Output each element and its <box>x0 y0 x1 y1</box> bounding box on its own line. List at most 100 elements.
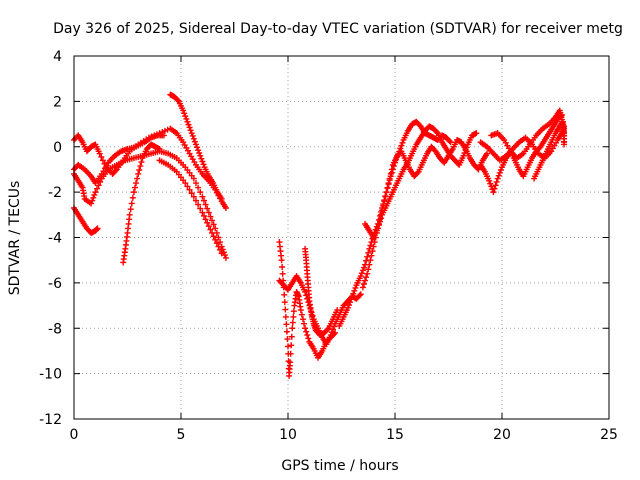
data-point <box>212 225 219 232</box>
data-point <box>202 216 209 223</box>
series-track-f <box>167 91 225 202</box>
data-point <box>365 266 372 273</box>
series-track-j <box>302 245 341 339</box>
data-point <box>366 245 373 252</box>
data-point <box>201 212 208 219</box>
data-point <box>88 200 95 207</box>
data-point <box>197 189 204 196</box>
data-points <box>71 91 568 379</box>
data-point <box>218 195 225 202</box>
data-point <box>290 313 297 320</box>
data-point <box>209 229 216 236</box>
y-tick-label: 2 <box>53 94 62 110</box>
data-point <box>488 183 495 190</box>
data-point <box>128 200 135 207</box>
data-point <box>188 130 195 137</box>
data-point <box>281 291 288 298</box>
data-point <box>199 158 206 165</box>
data-point <box>304 332 311 339</box>
data-point <box>285 343 291 350</box>
data-point <box>134 175 141 182</box>
data-point <box>207 226 214 233</box>
x-tick-label: 10 <box>279 427 297 443</box>
grid <box>74 56 609 419</box>
data-point <box>199 209 206 216</box>
data-point <box>190 193 197 200</box>
y-tick-label: -6 <box>48 276 62 292</box>
data-point <box>190 175 197 182</box>
data-point <box>382 193 389 200</box>
data-point <box>205 223 212 230</box>
y-tick-label: -4 <box>48 231 62 247</box>
data-point <box>287 359 294 366</box>
data-point <box>446 138 453 145</box>
data-point <box>357 273 364 280</box>
data-point <box>348 296 355 303</box>
data-point <box>283 328 290 335</box>
data-point <box>383 189 390 196</box>
data-point <box>386 175 393 182</box>
data-point <box>183 115 190 122</box>
data-point <box>222 254 229 261</box>
data-point <box>197 152 204 159</box>
data-point <box>131 184 138 191</box>
data-point <box>297 307 304 314</box>
data-point <box>281 299 288 306</box>
data-point <box>90 194 97 201</box>
data-point <box>345 301 352 308</box>
data-point <box>358 270 365 277</box>
data-point <box>130 189 137 196</box>
data-point <box>334 307 341 314</box>
y-tick-label: -10 <box>39 367 62 383</box>
data-point <box>298 311 305 318</box>
data-point <box>184 118 191 125</box>
data-point <box>366 261 373 268</box>
data-point <box>496 169 503 176</box>
data-point <box>138 159 145 166</box>
ticks: 0 5 10 15 20 25 -12 -10 -8 -6 -4 -2 0 2 4 <box>39 49 618 443</box>
data-point <box>359 284 366 291</box>
x-tick-label: 0 <box>70 427 79 443</box>
data-point <box>561 141 568 148</box>
data-point <box>190 135 197 142</box>
data-point <box>365 249 372 256</box>
data-point <box>378 215 385 222</box>
series-track-c <box>71 205 101 236</box>
data-point <box>191 138 198 145</box>
series-track-l <box>359 136 491 291</box>
series-track-p <box>488 107 568 162</box>
data-point <box>112 167 119 174</box>
data-point <box>367 257 374 264</box>
x-axis-label: GPS time / hours <box>281 458 398 474</box>
data-point <box>352 284 359 291</box>
data-point <box>160 132 167 139</box>
x-tick-label: 5 <box>177 427 186 443</box>
data-point <box>385 180 392 187</box>
data-point <box>192 180 199 187</box>
data-point <box>279 263 286 270</box>
data-point <box>289 319 296 326</box>
series-track-h <box>276 239 339 379</box>
data-point <box>192 197 199 204</box>
data-point <box>299 316 306 323</box>
data-point <box>494 175 501 182</box>
data-point <box>349 293 356 300</box>
data-point <box>215 243 222 250</box>
data-point <box>359 267 366 274</box>
data-point <box>96 150 103 157</box>
data-point <box>201 197 208 204</box>
data-point <box>91 191 98 198</box>
data-point <box>302 325 309 332</box>
data-point <box>370 243 377 250</box>
data-point <box>129 194 136 201</box>
data-point <box>486 177 493 184</box>
data-point <box>135 170 142 177</box>
data-point <box>209 217 216 224</box>
data-point <box>356 292 363 299</box>
data-point <box>284 336 291 343</box>
data-point <box>462 147 469 154</box>
data-point <box>156 146 163 153</box>
data-point <box>328 329 335 336</box>
data-point <box>126 211 133 218</box>
